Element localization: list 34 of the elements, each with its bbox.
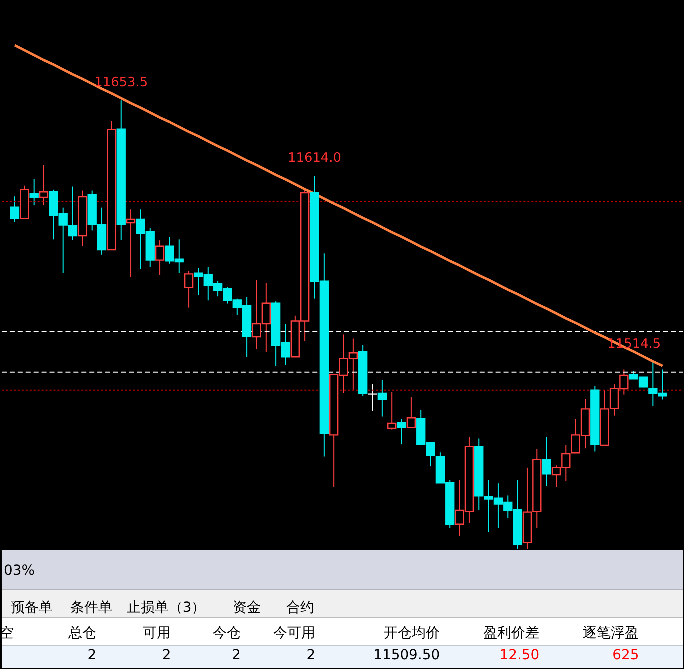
text: 止损单（3） bbox=[126, 600, 206, 616]
text: 03% bbox=[4, 562, 35, 579]
text: 条件单 bbox=[70, 600, 113, 616]
text: 2 bbox=[162, 648, 172, 664]
candlestick bbox=[184, 271, 194, 308]
candlestick bbox=[368, 384, 378, 412]
text: 12.50 bbox=[500, 648, 540, 664]
text: 2 bbox=[88, 648, 97, 664]
text: 11509.50 bbox=[374, 648, 440, 664]
annotation: 11653.5 bbox=[94, 76, 148, 91]
text: 2 bbox=[232, 648, 241, 664]
text: 625 bbox=[612, 648, 640, 664]
candlestick bbox=[388, 392, 397, 430]
text: 今仓 bbox=[212, 626, 241, 642]
candlestick bbox=[378, 380, 388, 418]
candlestick bbox=[126, 209, 136, 278]
candlestick bbox=[10, 196, 20, 223]
text: 资金 bbox=[232, 600, 261, 616]
text: 盈利价差 bbox=[484, 626, 540, 642]
text: 合约 bbox=[286, 600, 315, 616]
text: 开仓均价 bbox=[384, 626, 440, 642]
candlestick bbox=[155, 240, 165, 276]
candlestick bbox=[39, 164, 49, 206]
candlestick bbox=[542, 436, 552, 487]
candlestick bbox=[397, 418, 406, 446]
text: 逐笔浮盈 bbox=[583, 626, 640, 642]
candlestick bbox=[406, 397, 416, 428]
text: 2 bbox=[306, 648, 316, 664]
text: 今可用 bbox=[274, 626, 316, 642]
candlestick bbox=[30, 178, 39, 206]
annotation: 11614.0 bbox=[288, 151, 342, 166]
text: 总仓 bbox=[68, 626, 97, 642]
text: 预备单 bbox=[10, 600, 53, 616]
text: 可用 bbox=[143, 626, 172, 642]
